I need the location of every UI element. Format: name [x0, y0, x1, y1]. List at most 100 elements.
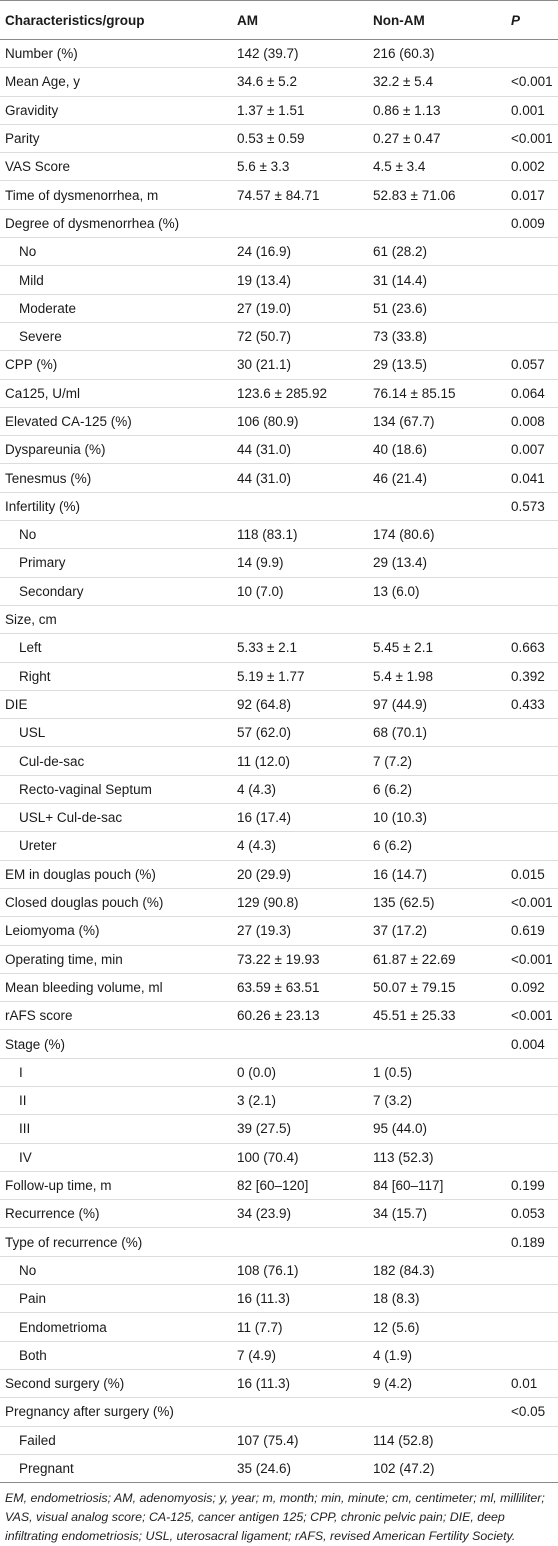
table-row: No 108 (76.1) 182 (84.3)	[0, 1256, 558, 1286]
cell-am: 10 (7.0)	[232, 577, 368, 606]
cell-p-value	[506, 605, 558, 635]
table-row: Cul-de-sac 11 (12.0) 7 (7.2)	[0, 746, 558, 776]
cell-non-am: 10 (10.3)	[368, 803, 506, 833]
cell-p-value	[506, 265, 558, 295]
cell-am: 63.59 ± 63.51	[232, 973, 368, 1003]
cell-am	[232, 605, 368, 635]
cell-characteristic: Tenesmus (%)	[0, 463, 232, 493]
cell-am: 27 (19.0)	[232, 294, 368, 323]
header-am: AM	[232, 0, 368, 40]
cell-am: 57 (62.0)	[232, 718, 368, 748]
cell-am: 5.6 ± 3.3	[232, 152, 368, 182]
cell-non-am: 40 (18.6)	[368, 435, 506, 465]
cell-non-am: 84 [60–117]	[368, 1171, 506, 1201]
cell-am: 16 (17.4)	[232, 803, 368, 833]
cell-am: 142 (39.7)	[232, 39, 368, 69]
cell-p-value: 0.092	[506, 973, 558, 1003]
cell-p-value: 0.002	[506, 152, 558, 182]
cell-characteristic: Leiomyoma (%)	[0, 916, 232, 946]
cell-non-am: 113 (52.3)	[368, 1143, 506, 1172]
cell-am: 19 (13.4)	[232, 265, 368, 295]
cell-p-value: 0.433	[506, 690, 558, 720]
cell-am: 39 (27.5)	[232, 1114, 368, 1144]
cell-p-value	[506, 1284, 558, 1314]
cell-am: 0.53 ± 0.59	[232, 124, 368, 154]
cell-p-value: 0.001	[506, 96, 558, 125]
table-row: Closed douglas pouch (%) 129 (90.8) 135 (6…	[0, 888, 558, 918]
cell-p-value	[506, 520, 558, 550]
cell-p-value	[506, 803, 558, 833]
table-row: Leiomyoma (%) 27 (19.3) 37 (17.2) 0.619	[0, 916, 558, 946]
cell-characteristic: Number (%)	[0, 39, 232, 69]
cell-non-am: 52.83 ± 71.06	[368, 180, 506, 210]
cell-p-value	[506, 718, 558, 748]
cell-am: 35 (24.6)	[232, 1454, 368, 1484]
table-row: Failed 107 (75.4) 114 (52.8)	[0, 1426, 558, 1455]
characteristics-table: Characteristics/group AM Non-AM P Number…	[0, 0, 558, 1484]
cell-characteristic: Primary	[0, 548, 232, 578]
table-row: Right 5.19 ± 1.77 5.4 ± 1.98 0.392	[0, 662, 558, 691]
cell-non-am: 4 (1.9)	[368, 1341, 506, 1370]
cell-p-value: 0.064	[506, 379, 558, 408]
cell-characteristic: Operating time, min	[0, 945, 232, 974]
cell-am: 4 (4.3)	[232, 831, 368, 861]
table-row: Pregnant 35 (24.6) 102 (47.2)	[0, 1454, 558, 1484]
cell-p-value	[506, 1426, 558, 1455]
cell-characteristic: Secondary	[0, 577, 232, 606]
cell-characteristic: Gravidity	[0, 96, 232, 125]
cell-non-am: 13 (6.0)	[368, 577, 506, 606]
cell-characteristic: Closed douglas pouch (%)	[0, 888, 232, 918]
cell-p-value	[506, 548, 558, 578]
cell-characteristic: Moderate	[0, 294, 232, 323]
table-row: Operating time, min 73.22 ± 19.93 61.87 ± …	[0, 945, 558, 974]
cell-p-value	[506, 1341, 558, 1370]
cell-characteristic: Right	[0, 662, 232, 691]
table-row: Recto-vaginal Septum 4 (4.3) 6 (6.2)	[0, 775, 558, 805]
table-row: DIE 92 (64.8) 97 (44.9) 0.433	[0, 690, 558, 720]
table-row: Recurrence (%) 34 (23.9) 34 (15.7) 0.053	[0, 1199, 558, 1229]
cell-non-am: 4.5 ± 3.4	[368, 152, 506, 182]
table-row: Pregnancy after surgery (%) <0.05	[0, 1397, 558, 1427]
cell-characteristic: Parity	[0, 124, 232, 154]
cell-non-am: 134 (67.7)	[368, 407, 506, 437]
cell-non-am: 0.86 ± 1.13	[368, 96, 506, 125]
cell-p-value	[506, 775, 558, 805]
cell-p-value: 0.007	[506, 435, 558, 465]
cell-am: 44 (31.0)	[232, 463, 368, 493]
table-row: Endometrioma 11 (7.7) 12 (5.6)	[0, 1312, 558, 1342]
cell-am: 92 (64.8)	[232, 690, 368, 720]
table-row: Moderate 27 (19.0) 51 (23.6)	[0, 294, 558, 323]
cell-p-value	[506, 1058, 558, 1087]
header-row: Characteristics/group AM Non-AM P	[0, 0, 558, 40]
cell-non-am	[368, 209, 506, 239]
table-row: Primary 14 (9.9) 29 (13.4)	[0, 548, 558, 578]
cell-non-am: 29 (13.5)	[368, 350, 506, 380]
cell-p-value: <0.001	[506, 124, 558, 154]
cell-am	[232, 1029, 368, 1059]
cell-characteristic: Cul-de-sac	[0, 746, 232, 776]
cell-am: 107 (75.4)	[232, 1426, 368, 1455]
cell-am	[232, 492, 368, 522]
cell-non-am: 6 (6.2)	[368, 831, 506, 861]
cell-am: 34 (23.9)	[232, 1199, 368, 1229]
cell-characteristic: USL	[0, 718, 232, 748]
cell-non-am: 32.2 ± 5.4	[368, 67, 506, 97]
cell-non-am	[368, 1397, 506, 1427]
cell-p-value: <0.001	[506, 1001, 558, 1031]
cell-characteristic: No	[0, 237, 232, 267]
cell-non-am: 37 (17.2)	[368, 916, 506, 946]
table-row: Degree of dysmenorrhea (%) 0.009	[0, 209, 558, 239]
cell-am: 106 (80.9)	[232, 407, 368, 437]
cell-characteristic: Infertility (%)	[0, 492, 232, 522]
cell-p-value	[506, 1256, 558, 1286]
table-row: Second surgery (%) 16 (11.3) 9 (4.2) 0.01	[0, 1369, 558, 1399]
cell-am: 60.26 ± 23.13	[232, 1001, 368, 1031]
cell-non-am: 51 (23.6)	[368, 294, 506, 323]
cell-non-am: 46 (21.4)	[368, 463, 506, 493]
cell-am: 30 (21.1)	[232, 350, 368, 380]
table-row: Severe 72 (50.7) 73 (33.8)	[0, 322, 558, 352]
cell-non-am: 29 (13.4)	[368, 548, 506, 578]
cell-non-am: 5.4 ± 1.98	[368, 662, 506, 691]
